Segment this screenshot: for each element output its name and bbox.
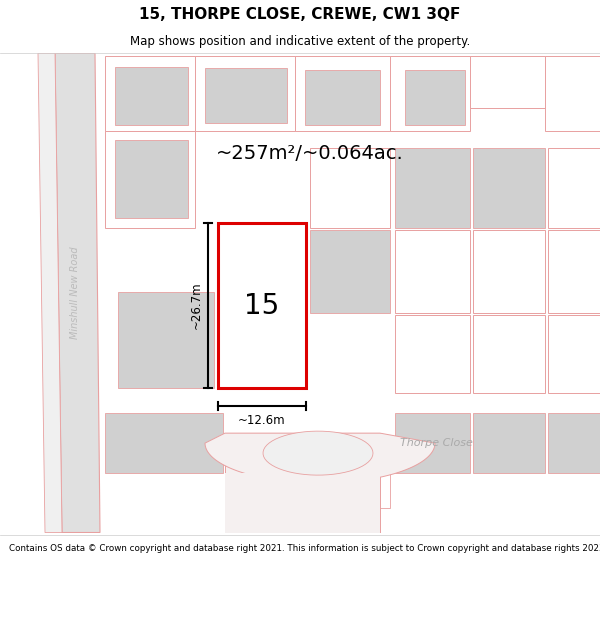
Text: ~12.6m: ~12.6m (238, 414, 286, 427)
Bar (310, 148, 390, 228)
Bar (395, 148, 470, 228)
Polygon shape (205, 433, 435, 483)
Bar (118, 292, 214, 388)
Bar (473, 148, 545, 228)
Bar (390, 56, 470, 131)
Text: Minshull New Road: Minshull New Road (70, 246, 80, 339)
Bar (225, 463, 320, 508)
Polygon shape (263, 431, 373, 475)
Bar (470, 56, 545, 108)
Polygon shape (55, 53, 100, 532)
Bar (548, 148, 600, 228)
Bar (225, 433, 380, 532)
Bar (395, 315, 470, 393)
Bar (218, 223, 306, 388)
Text: Thorpe Close: Thorpe Close (400, 438, 473, 448)
Text: 15: 15 (244, 292, 280, 319)
Bar (310, 230, 390, 313)
Bar (473, 315, 545, 393)
Bar (548, 413, 600, 473)
Bar (545, 56, 600, 131)
Bar (295, 56, 390, 131)
Text: Contains OS data © Crown copyright and database right 2021. This information is : Contains OS data © Crown copyright and d… (9, 544, 600, 552)
Bar (225, 473, 380, 532)
Bar (195, 56, 295, 131)
Bar (548, 230, 600, 313)
Bar (105, 56, 195, 131)
Bar (473, 230, 545, 313)
Bar (205, 68, 287, 123)
Bar (115, 140, 188, 218)
Text: 15, THORPE CLOSE, CREWE, CW1 3QF: 15, THORPE CLOSE, CREWE, CW1 3QF (139, 8, 461, 22)
Bar (548, 315, 600, 393)
Bar (115, 67, 188, 125)
Bar (395, 413, 470, 473)
Bar (305, 70, 380, 125)
Bar (405, 70, 465, 125)
Bar (105, 131, 195, 228)
Text: ~26.7m: ~26.7m (190, 282, 203, 329)
Text: ~257m²/~0.064ac.: ~257m²/~0.064ac. (216, 144, 404, 162)
Polygon shape (38, 53, 62, 532)
Bar (105, 413, 223, 473)
Bar (325, 463, 390, 508)
Text: Map shows position and indicative extent of the property.: Map shows position and indicative extent… (130, 35, 470, 48)
Bar (395, 230, 470, 313)
Bar (473, 413, 545, 473)
